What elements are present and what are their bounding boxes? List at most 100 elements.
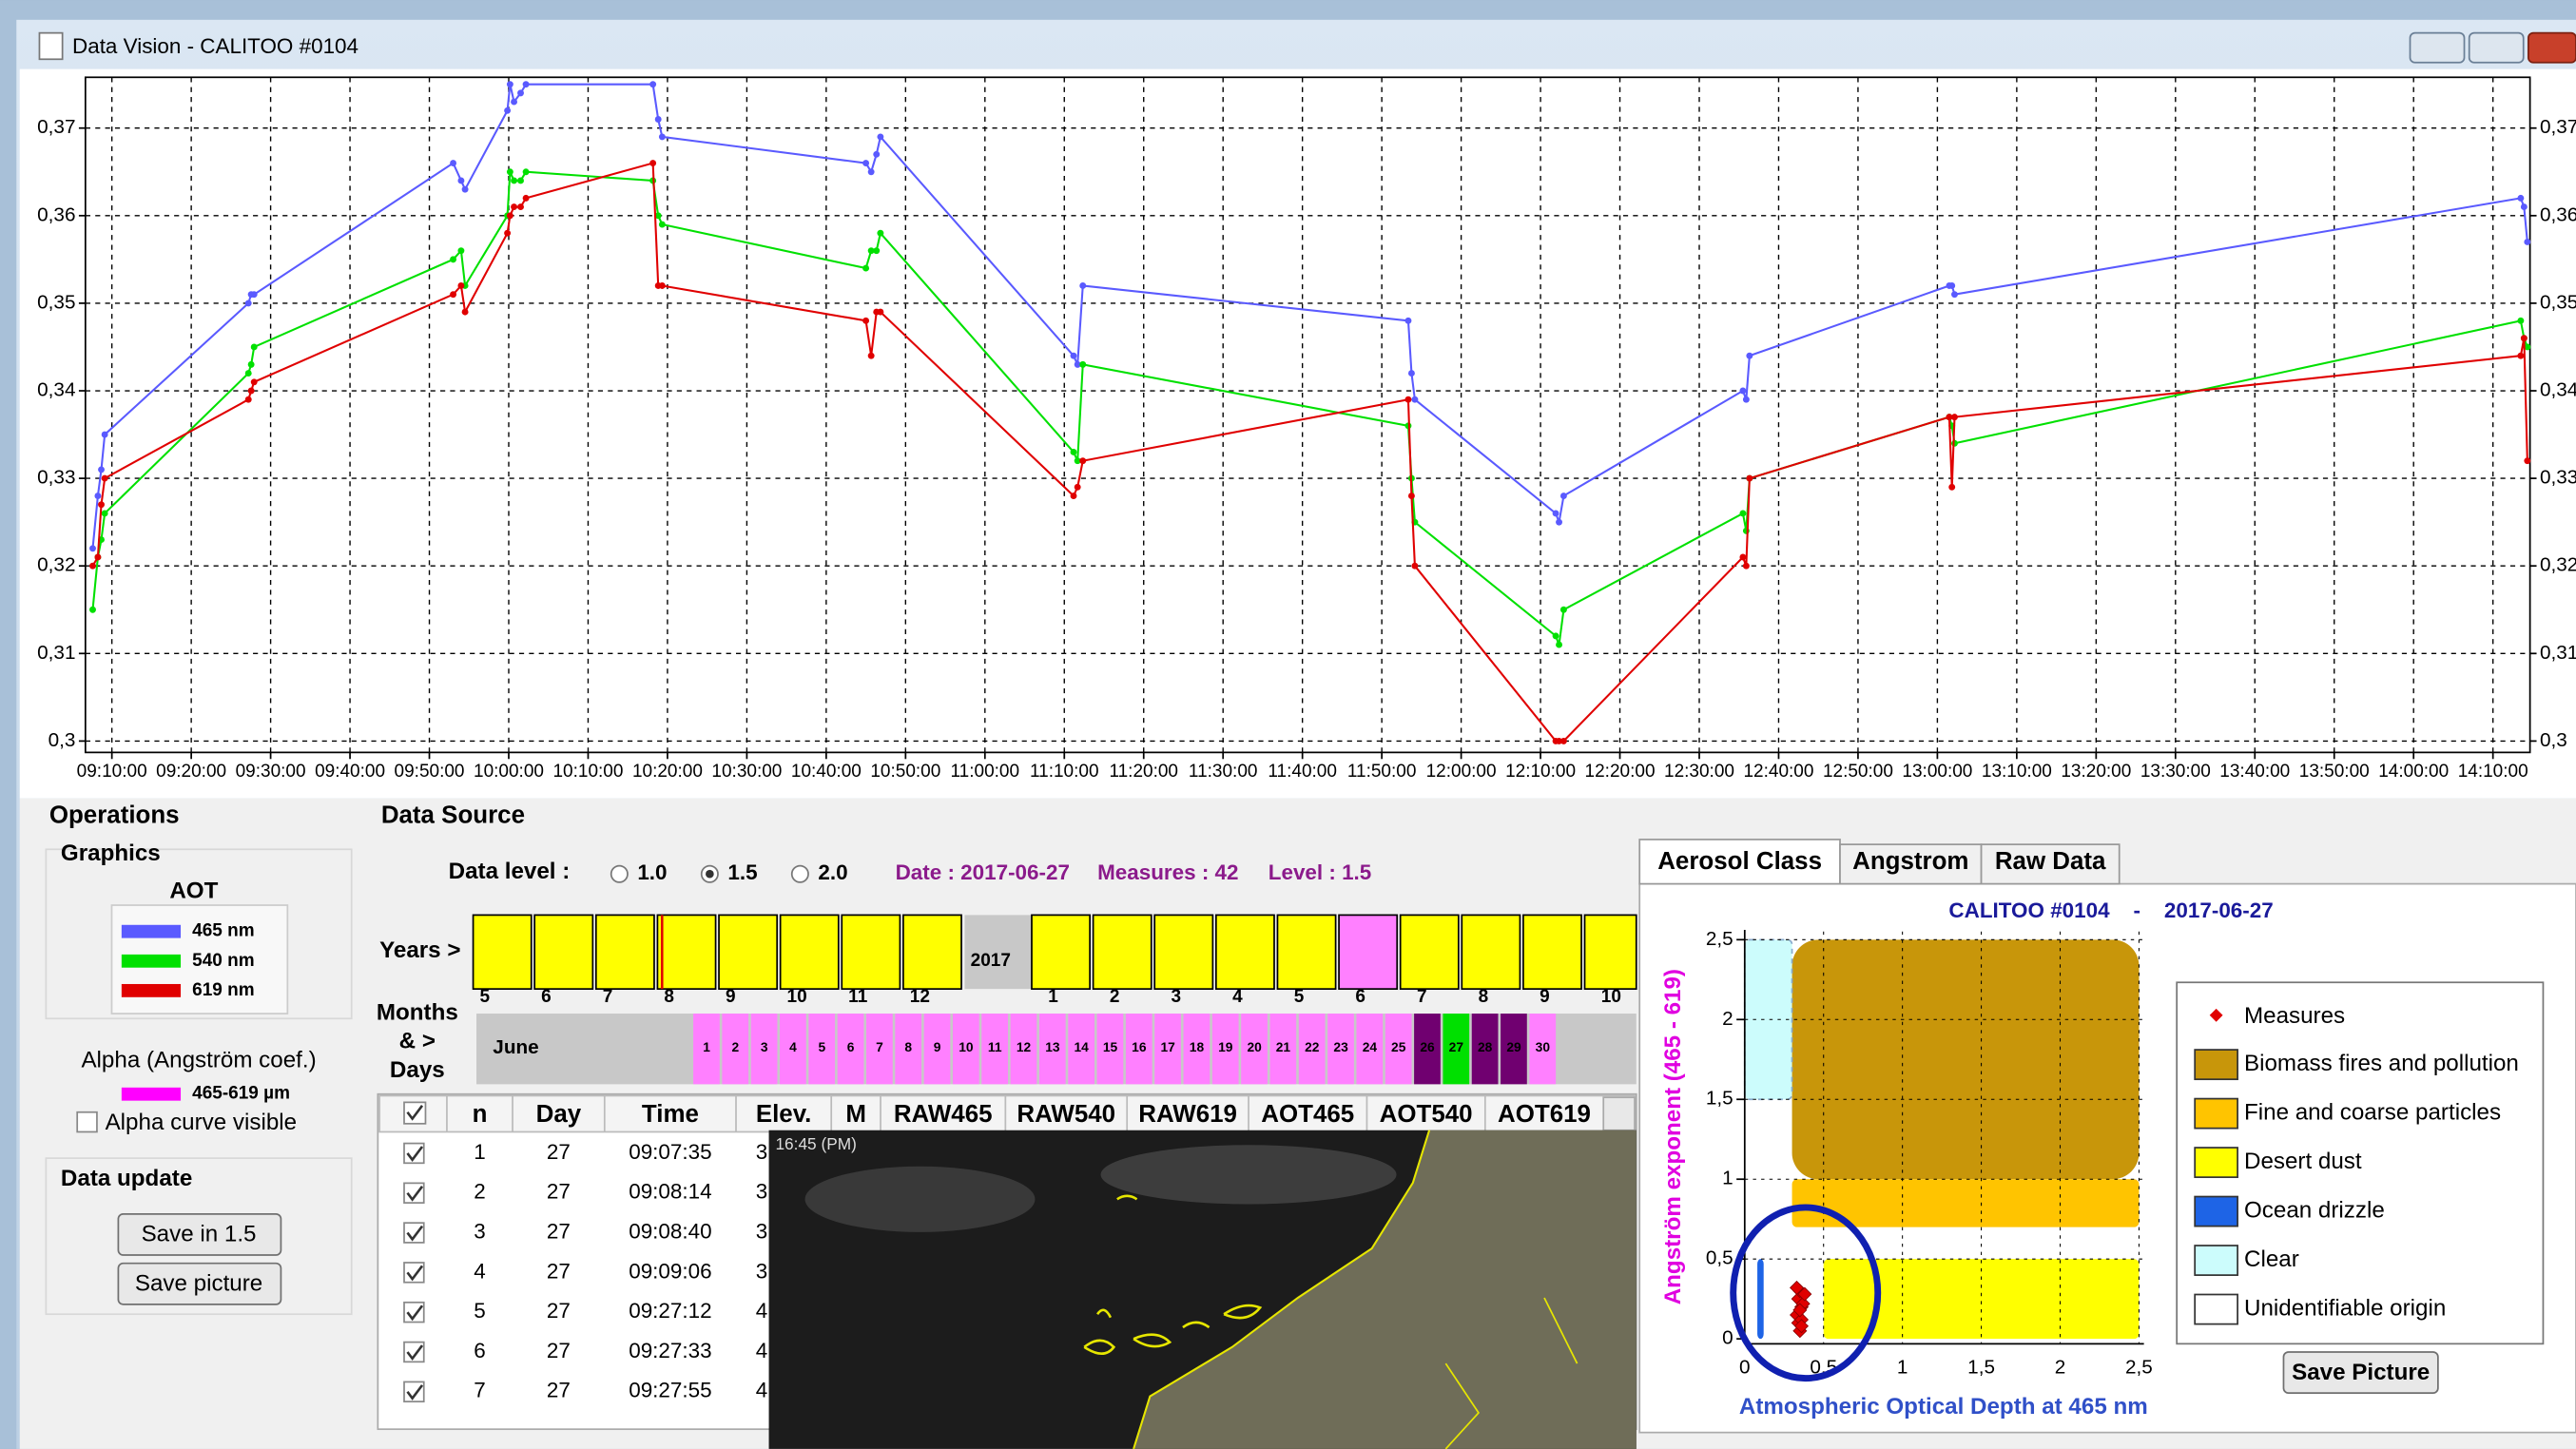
month-box[interactable] (1585, 915, 1637, 989)
data-point (2524, 457, 2530, 464)
row-checkbox[interactable] (404, 1303, 424, 1323)
x-tick-label: 12:20:00 (1585, 762, 1656, 782)
row-checkbox[interactable] (404, 1144, 424, 1164)
page: Data Vision - CALITOO #010409:10:0009:20… (0, 0, 2576, 1449)
data-point (507, 212, 513, 219)
month-box[interactable] (719, 915, 777, 989)
y-tick-label: 1 (1722, 1168, 1733, 1189)
month-box[interactable] (903, 915, 961, 989)
data-point (1556, 642, 1562, 648)
table-cell: 09:27:33 (629, 1339, 711, 1362)
month-box[interactable] (1277, 915, 1335, 989)
month-label: 2 (1110, 987, 1120, 1007)
row-checkbox[interactable] (404, 1223, 424, 1243)
radio-button[interactable] (792, 866, 808, 882)
radio-label[interactable]: 2.0 (818, 860, 847, 884)
legend-swatch (2195, 1197, 2237, 1227)
tab-label[interactable]: Raw Data (1995, 848, 2106, 875)
group-title: Graphics (61, 840, 161, 866)
month-label: 7 (603, 987, 613, 1007)
radio-label[interactable]: 1.0 (637, 860, 667, 884)
x-tick-label: 0 (1739, 1357, 1751, 1379)
data-point (1405, 318, 1412, 324)
month-label: 12 (910, 987, 930, 1007)
month-box[interactable] (657, 915, 715, 989)
data-point (511, 178, 517, 184)
data-point (1408, 493, 1415, 499)
x-tick-label: 10:10:00 (552, 762, 623, 782)
month-box[interactable] (1401, 915, 1459, 989)
class-region (1757, 1259, 1764, 1339)
day-label: 4 (789, 1039, 797, 1054)
label: Days (390, 1057, 445, 1083)
data-point (2517, 195, 2524, 202)
data-point (245, 396, 252, 403)
month-box[interactable] (781, 915, 839, 989)
status-text: Measures : 42 (1097, 860, 1238, 884)
day-label: 12 (1017, 1039, 1032, 1054)
legend-swatch (2195, 1050, 2237, 1079)
data-point (1553, 632, 1559, 639)
legend-swatch (2195, 1295, 2237, 1324)
data-point (868, 353, 875, 359)
data-point (511, 203, 517, 210)
section-title: Data Source (381, 802, 525, 829)
x-tick-label: 12:30:00 (1664, 762, 1734, 782)
month-box[interactable] (1154, 915, 1212, 989)
row-checkbox[interactable] (404, 1343, 424, 1362)
legend-title: AOT (169, 879, 218, 904)
month-box[interactable] (596, 915, 654, 989)
month-box[interactable] (842, 915, 900, 989)
table-cell: 27 (547, 1339, 571, 1362)
maximize-button[interactable] (2469, 33, 2524, 63)
radio-button[interactable] (611, 866, 628, 882)
x-tick-label: 10:00:00 (474, 762, 544, 782)
data-point (251, 378, 258, 385)
data-point (1071, 353, 1077, 359)
column-header: RAW619 (1138, 1101, 1237, 1128)
month-box[interactable] (1094, 915, 1152, 989)
month-box[interactable] (1032, 915, 1090, 989)
row-checkbox[interactable] (404, 1183, 424, 1203)
month-box[interactable] (534, 915, 592, 989)
column-header: AOT540 (1380, 1101, 1473, 1128)
row-checkbox[interactable] (404, 1381, 424, 1401)
minimize-button[interactable] (2411, 33, 2465, 63)
tab-label[interactable]: Aerosol Class (1657, 848, 1822, 875)
data-point (655, 116, 662, 123)
data-point (245, 299, 252, 306)
alpha-checkbox[interactable] (77, 1112, 97, 1132)
button-label[interactable]: Save in 1.5 (142, 1222, 257, 1247)
button-label[interactable]: Save Picture (2292, 1360, 2430, 1385)
month-box[interactable] (1462, 915, 1520, 989)
month-box[interactable] (474, 915, 532, 989)
close-button[interactable] (2528, 33, 2576, 63)
button-label[interactable]: Save picture (135, 1271, 262, 1297)
data-point (251, 344, 258, 351)
x-tick-label: 14:10:00 (2458, 762, 2528, 782)
app-icon (39, 33, 62, 60)
tab-label[interactable]: Angstrom (1852, 848, 1968, 875)
column-header: Elev. (756, 1101, 812, 1128)
month-box[interactable] (1339, 915, 1397, 989)
x-tick-label: 13:20:00 (2061, 762, 2131, 782)
y-tick-label: 0,35 (37, 291, 75, 313)
month-box[interactable] (1216, 915, 1274, 989)
y-tick-label: 0,31 (37, 642, 75, 664)
month-box[interactable] (1523, 915, 1581, 989)
day-label: 10 (959, 1039, 974, 1054)
data-point (457, 247, 464, 254)
x-tick-label: 09:10:00 (77, 762, 147, 782)
data-point (89, 563, 96, 570)
data-point (517, 203, 524, 210)
status-text: Level : 1.5 (1269, 860, 1372, 884)
table-cell: 09:27:12 (629, 1299, 711, 1323)
row-checkbox[interactable] (404, 1263, 424, 1283)
day-label: 16 (1132, 1039, 1147, 1054)
x-tick-label: 1,5 (1967, 1357, 1995, 1379)
table-cell: 3 (474, 1219, 485, 1243)
data-point (659, 133, 666, 140)
data-point (248, 361, 255, 368)
scroll-button[interactable] (1603, 1097, 1635, 1130)
radio-label[interactable]: 1.5 (727, 860, 757, 884)
